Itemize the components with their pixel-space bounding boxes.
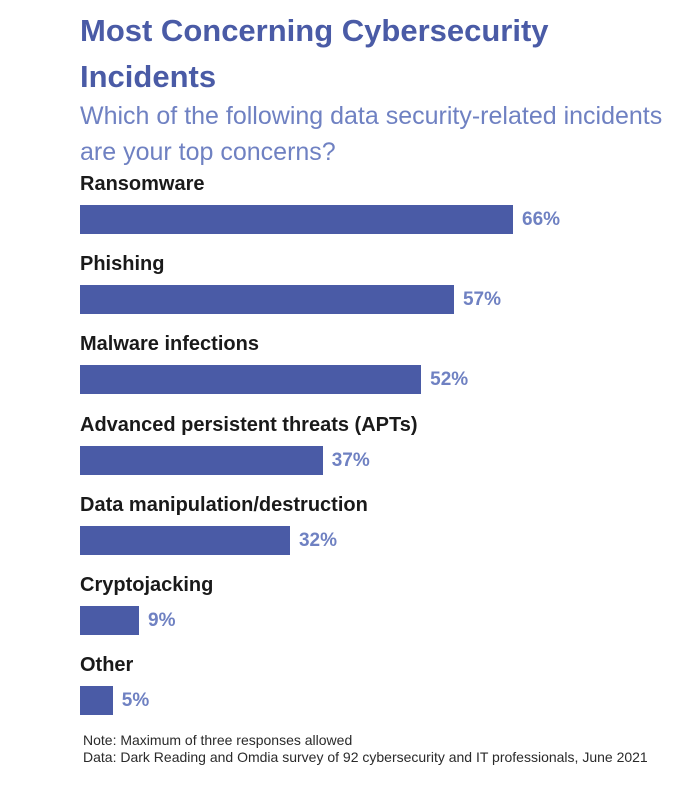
- chart-row: Other 5%: [80, 653, 680, 733]
- value-label: 52%: [430, 369, 469, 391]
- chart-notes: Note: Maximum of three responses allowed…: [83, 732, 673, 766]
- chart-title: Most Concerning Cybersecurity Incidents: [80, 13, 549, 94]
- bar: [80, 525, 290, 555]
- value-label: 32%: [298, 529, 337, 551]
- note-line: Note: Maximum of three responses allowed: [83, 732, 673, 749]
- category-label: Other: [80, 654, 134, 677]
- chart-subtitle: Which of the following data security-rel…: [80, 102, 663, 166]
- chart-row: Data manipulation/destruction 32%: [80, 493, 680, 573]
- bar: [80, 205, 513, 234]
- category-label: Malware infections: [80, 333, 259, 356]
- value-label: 9%: [148, 610, 176, 631]
- value-label: 5%: [121, 690, 150, 712]
- bar: [80, 365, 422, 395]
- chart-row: Phishing 57%: [80, 252, 680, 332]
- data-source-prefix: Data:: [83, 749, 121, 765]
- chart-row: Ransomware 66%: [80, 172, 680, 252]
- value-label: 66%: [522, 209, 561, 230]
- category-label: Cryptojacking: [80, 574, 214, 596]
- category-label: Ransomware: [80, 173, 205, 195]
- chart-row: Malware infections 52%: [80, 332, 680, 412]
- value-label: 57%: [462, 289, 501, 311]
- data-source-text: Dark Reading and Omdia survey of 92 cybe…: [120, 749, 648, 765]
- data-source-line: Data: Dark Reading and Omdia survey of 9…: [83, 749, 673, 766]
- bar: [80, 606, 140, 635]
- chart-row: Cryptojacking 9%: [80, 573, 680, 653]
- category-label: Advanced persistent threats (APTs): [80, 413, 418, 436]
- bar: [80, 686, 113, 716]
- note-prefix: Note:: [83, 732, 121, 748]
- note-text: Maximum of three responses allowed: [120, 732, 353, 748]
- bar: [80, 445, 323, 475]
- category-label: Phishing: [80, 253, 165, 276]
- value-label: 37%: [331, 449, 370, 471]
- chart-row: Advanced persistent threats (APTs) 37%: [80, 413, 680, 493]
- category-label: Data manipulation/destruction: [80, 493, 368, 516]
- bar: [80, 285, 454, 315]
